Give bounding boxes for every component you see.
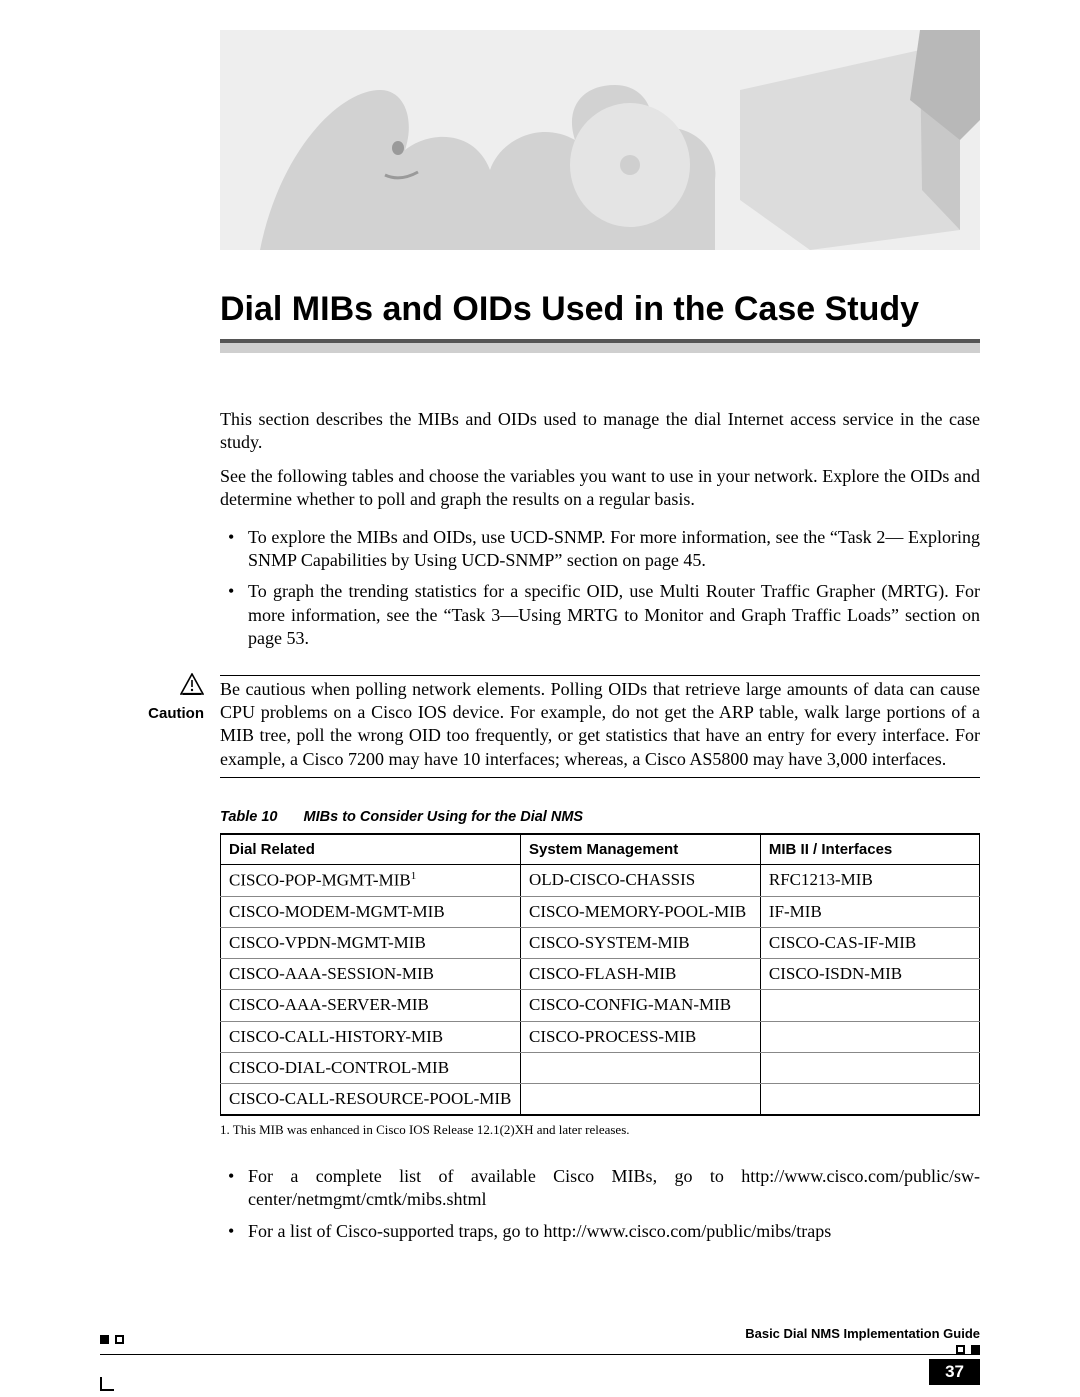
intro-paragraph-2: See the following tables and choose the … [220,465,980,512]
table-footnote: 1. This MIB was enhanced in Cisco IOS Re… [220,1122,980,1139]
page-footer: Basic Dial NMS Implementation Guide 37 [100,1323,980,1367]
table-cell: CISCO-CALL-RESOURCE-POOL-MIB [221,1083,521,1115]
table-cell: CISCO-VPDN-MGMT-MIB [221,928,521,959]
table-cell: CISCO-AAA-SERVER-MIB [221,990,521,1021]
table-cell: RFC1213-MIB [760,865,979,897]
table-cell: CISCO-CAS-IF-MIB [760,928,979,959]
table-cell: CISCO-ISDN-MIB [760,959,979,990]
table-header-1: Dial Related [221,834,521,865]
table-cell [520,1083,760,1115]
mibs-table: Dial Related System Management MIB II / … [220,833,980,1116]
title-rule [220,339,980,353]
table-header-2: System Management [520,834,760,865]
table-cell: CISCO-POP-MGMT-MIB1 [221,865,521,897]
caution-label: Caution [148,705,204,722]
caution-block: Caution Be cautious when polling network… [220,673,980,781]
table-cell: CISCO-MODEM-MGMT-MIB [221,897,521,928]
table-caption: Table 10 MIBs to Consider Using for the … [220,808,980,827]
table-cell [760,1052,979,1083]
caution-icon [180,673,204,699]
intro-paragraph-1: This section describes the MIBs and OIDs… [220,408,980,455]
table-cell: IF-MIB [760,897,979,928]
intro-bullet-2: To graph the trending statistics for a s… [220,576,980,654]
page-number: 37 [929,1359,980,1385]
table-cell: CISCO-DIAL-CONTROL-MIB [221,1052,521,1083]
table-cell: OLD-CISCO-CHASSIS [520,865,760,897]
table-cell: CISCO-MEMORY-POOL-MIB [520,897,760,928]
table-header-3: MIB II / Interfaces [760,834,979,865]
chapter-banner [220,30,980,250]
table-cell [760,1021,979,1052]
table-caption-text: MIBs to Consider Using for the Dial NMS [304,809,584,825]
post-bullet-1: For a complete list of available Cisco M… [220,1161,980,1216]
chapter-title: Dial MIBs and OIDs Used in the Case Stud… [220,290,980,329]
footer-ornament [100,1335,124,1344]
crop-mark [100,1377,114,1391]
footer-guide-title: Basic Dial NMS Implementation Guide [745,1326,980,1341]
table-cell: CISCO-AAA-SESSION-MIB [221,959,521,990]
table-cell: CISCO-CALL-HISTORY-MIB [221,1021,521,1052]
table-cell [760,1083,979,1115]
table-cell [760,990,979,1021]
table-number: Table 10 [220,809,278,825]
banner-illustration [220,30,980,250]
caution-text: Be cautious when polling network element… [220,678,980,772]
table-cell: CISCO-PROCESS-MIB [520,1021,760,1052]
post-bullet-2: For a list of Cisco-supported traps, go … [220,1216,980,1247]
table-cell [520,1052,760,1083]
table-cell: CISCO-FLASH-MIB [520,959,760,990]
table-cell: CISCO-CONFIG-MAN-MIB [520,990,760,1021]
intro-bullet-1: To explore the MIBs and OIDs, use UCD-SN… [220,522,980,577]
table-cell: CISCO-SYSTEM-MIB [520,928,760,959]
